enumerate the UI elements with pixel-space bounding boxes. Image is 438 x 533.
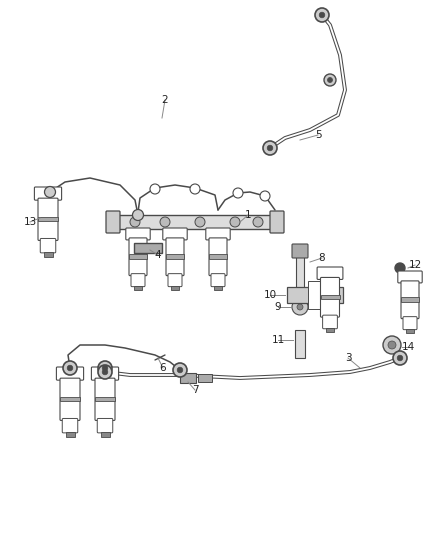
FancyBboxPatch shape (40, 238, 56, 253)
Text: 6: 6 (160, 363, 166, 373)
Bar (129, 254, 147, 259)
Circle shape (233, 188, 243, 198)
FancyBboxPatch shape (206, 228, 230, 240)
FancyBboxPatch shape (92, 367, 119, 380)
Bar (308, 281, 322, 309)
Circle shape (315, 8, 329, 22)
Circle shape (253, 217, 263, 227)
Circle shape (267, 145, 273, 151)
FancyBboxPatch shape (401, 281, 419, 319)
Text: 9: 9 (275, 302, 281, 312)
FancyBboxPatch shape (38, 198, 58, 240)
Circle shape (263, 141, 277, 155)
Circle shape (67, 365, 73, 371)
FancyBboxPatch shape (106, 211, 120, 233)
Bar (198, 374, 212, 382)
Circle shape (133, 209, 144, 221)
FancyBboxPatch shape (292, 244, 308, 258)
Text: 13: 13 (23, 217, 37, 227)
Circle shape (173, 363, 187, 377)
FancyBboxPatch shape (126, 228, 150, 240)
Bar (115, 215, 275, 229)
FancyBboxPatch shape (60, 378, 80, 421)
Circle shape (328, 77, 332, 83)
Bar (43, 252, 53, 257)
Text: 11: 11 (272, 335, 285, 345)
Circle shape (130, 217, 140, 227)
Bar (66, 432, 74, 437)
FancyBboxPatch shape (129, 238, 147, 276)
Bar (38, 216, 58, 222)
Circle shape (195, 217, 205, 227)
Circle shape (102, 369, 108, 375)
Circle shape (260, 191, 270, 201)
FancyBboxPatch shape (209, 238, 227, 276)
Text: 12: 12 (408, 260, 422, 270)
Bar (134, 286, 142, 290)
Circle shape (388, 341, 396, 349)
FancyBboxPatch shape (403, 317, 417, 329)
Bar (214, 286, 222, 290)
FancyBboxPatch shape (321, 278, 339, 317)
Bar (401, 297, 419, 302)
Circle shape (383, 336, 401, 354)
FancyBboxPatch shape (211, 273, 225, 287)
Bar (100, 432, 110, 437)
Text: 7: 7 (192, 385, 198, 395)
Circle shape (98, 365, 112, 379)
Text: 14: 14 (401, 342, 415, 352)
Circle shape (397, 355, 403, 361)
Text: 4: 4 (155, 250, 161, 260)
Text: 8: 8 (319, 253, 325, 263)
FancyBboxPatch shape (398, 271, 422, 283)
FancyBboxPatch shape (163, 228, 187, 240)
Text: 2: 2 (162, 95, 168, 105)
Bar (321, 295, 339, 300)
Bar (180, 373, 196, 383)
FancyBboxPatch shape (35, 187, 62, 200)
FancyBboxPatch shape (323, 315, 337, 329)
FancyBboxPatch shape (57, 367, 84, 380)
Bar (326, 328, 334, 333)
Circle shape (319, 12, 325, 18)
Bar (134, 243, 162, 253)
Bar (166, 254, 184, 259)
Text: 10: 10 (263, 290, 276, 300)
FancyBboxPatch shape (131, 273, 145, 287)
Circle shape (98, 361, 112, 375)
Bar (406, 329, 414, 333)
Circle shape (63, 361, 77, 375)
FancyBboxPatch shape (95, 378, 115, 421)
FancyBboxPatch shape (168, 273, 182, 287)
Bar (60, 397, 80, 401)
Circle shape (160, 217, 170, 227)
FancyBboxPatch shape (62, 418, 78, 433)
FancyBboxPatch shape (270, 211, 284, 233)
FancyBboxPatch shape (97, 418, 113, 433)
FancyBboxPatch shape (166, 238, 184, 276)
Bar (295, 330, 305, 358)
Bar (296, 255, 304, 305)
Bar (95, 397, 115, 401)
Text: 1: 1 (245, 210, 251, 220)
Circle shape (324, 74, 336, 86)
Circle shape (102, 365, 108, 371)
Circle shape (230, 217, 240, 227)
Text: 5: 5 (314, 130, 321, 140)
Circle shape (395, 263, 405, 273)
FancyBboxPatch shape (317, 267, 343, 279)
Circle shape (177, 367, 183, 373)
Circle shape (393, 351, 407, 365)
Circle shape (292, 299, 308, 315)
Bar (209, 254, 227, 259)
Circle shape (45, 187, 56, 198)
Bar (287, 287, 343, 303)
Bar (171, 286, 179, 290)
Circle shape (150, 184, 160, 194)
Circle shape (297, 304, 303, 310)
Text: 3: 3 (345, 353, 351, 363)
Circle shape (190, 184, 200, 194)
